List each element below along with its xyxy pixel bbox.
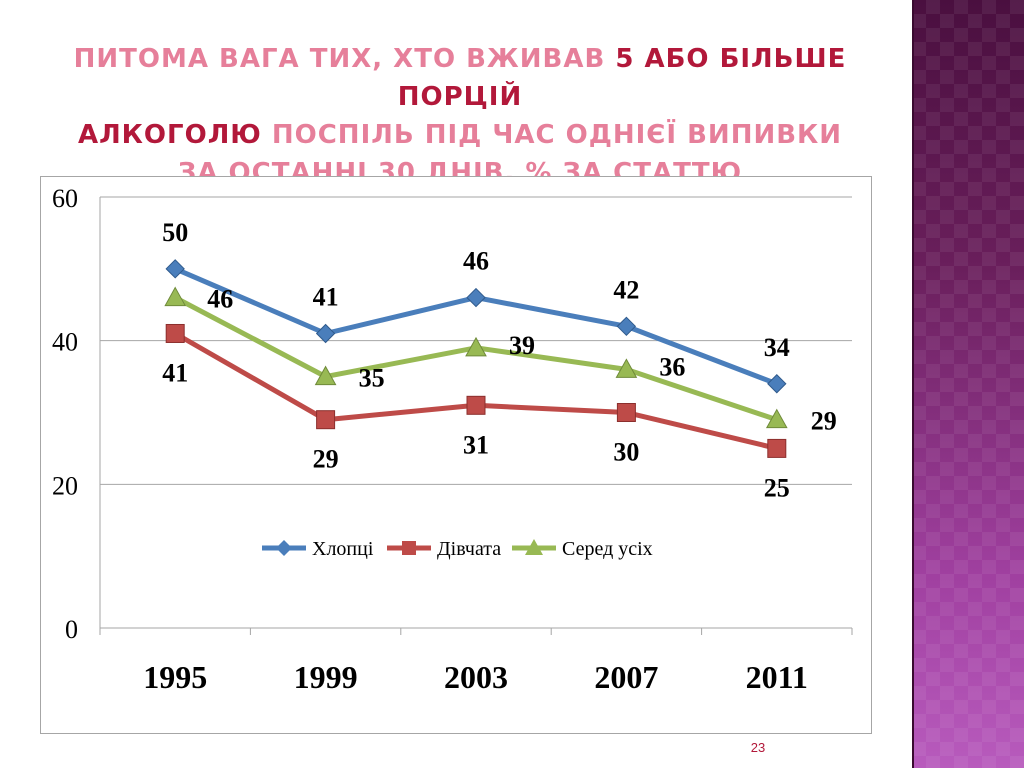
marker-1-1995: [165, 259, 185, 279]
title-line1-part2: 5 АБО БІЛЬШЕ ПОРЦІЙ: [397, 44, 847, 112]
data-label-2-1995: 41: [162, 358, 188, 387]
x-tick-label-1999: 1999: [294, 659, 358, 695]
y-tick-label-0: 0: [65, 615, 78, 644]
marker-3-2011: [765, 408, 788, 429]
marker-3-2007: [615, 358, 638, 378]
legend-label-2: Дівчата: [437, 538, 501, 560]
marker-2-1999: [316, 410, 336, 430]
series-line-1: [172, 266, 780, 387]
data-label-1-1999: 41: [313, 282, 339, 311]
legend-marker-1: [276, 540, 292, 556]
side-band-edge: [912, 0, 914, 768]
data-label-1-1995: 50: [162, 218, 188, 247]
marker-3-1999: [314, 365, 337, 386]
data-label-3-2011: 29: [811, 407, 837, 436]
side-band-pattern: [912, 0, 1024, 768]
marker-2-1995: [165, 323, 185, 343]
x-tick-label-2003: 2003: [444, 659, 508, 695]
legend-label-1: Хлопці: [312, 538, 374, 560]
marker-2-2003: [466, 395, 486, 415]
marker-3-2003: [465, 336, 487, 357]
y-tick-label-40: 40: [52, 328, 78, 357]
data-label-2-1999: 29: [313, 445, 339, 474]
marker-3-1995: [164, 286, 187, 307]
x-tick-label-1995: 1995: [143, 659, 207, 695]
y-tick-label-20: 20: [52, 471, 78, 500]
title-line2-part1: АЛКОГОЛЮ: [77, 120, 262, 150]
slide-title: ПИТОМА ВАГА ТИХ, ХТО ВЖИВАВ 5 АБО БІЛЬШЕ…: [20, 40, 900, 192]
data-label-3-1999: 35: [359, 364, 385, 393]
data-label-3-1995: 46: [207, 285, 233, 314]
marker-2-2007: [616, 403, 636, 422]
marker-1-2003: [466, 287, 486, 308]
data-label-2-2003: 31: [463, 430, 489, 459]
x-tick-label-2007: 2007: [594, 659, 658, 695]
page-number: 23: [750, 740, 766, 755]
y-tick-label-60: 60: [52, 184, 78, 213]
title-line2-part2: ПОСПІЛЬ ПІД ЧАС ОДНІЄЇ ВИПИВКИ: [261, 120, 843, 150]
marker-1-2011: [767, 374, 787, 394]
legend-label-3: Серед усіх: [562, 538, 653, 560]
data-label-3-2007: 36: [659, 352, 685, 381]
x-tick-label-2011: 2011: [746, 659, 808, 695]
data-label-1-2011: 34: [764, 333, 790, 362]
marker-2-2011: [767, 438, 787, 458]
data-label-2-2011: 25: [764, 473, 790, 502]
decorative-side-band: [912, 0, 1024, 768]
marker-1-2007: [616, 316, 637, 337]
legend-marker-2: [402, 541, 416, 555]
title-line1-part1: ПИТОМА ВАГА ТИХ, ХТО ВЖИВАВ: [73, 44, 616, 74]
data-label-1-2007: 42: [613, 275, 639, 304]
data-label-1-2003: 46: [463, 247, 489, 276]
data-label-2-2007: 30: [613, 438, 639, 467]
data-label-3-2003: 39: [509, 331, 535, 360]
marker-1-1999: [315, 323, 336, 344]
legend-marker-3: [525, 539, 543, 555]
